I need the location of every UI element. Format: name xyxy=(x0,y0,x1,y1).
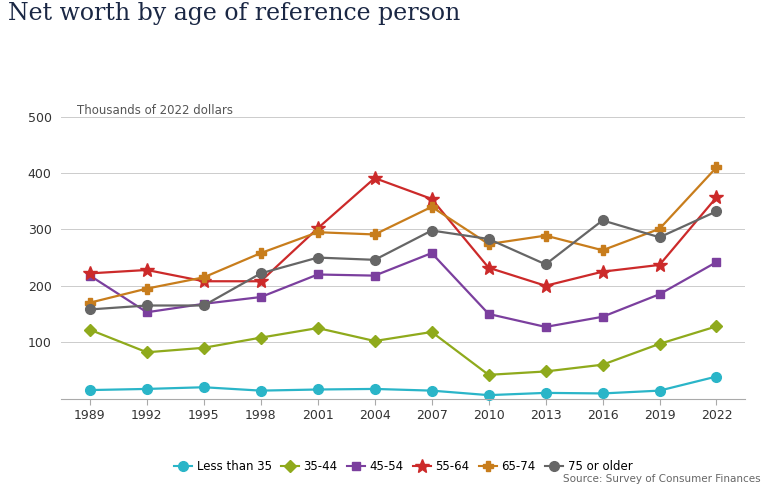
Text: Thousands of 2022 dollars: Thousands of 2022 dollars xyxy=(77,104,233,118)
Text: Source: Survey of Consumer Finances: Source: Survey of Consumer Finances xyxy=(563,473,760,484)
Text: Net worth by age of reference person: Net worth by age of reference person xyxy=(8,2,460,25)
Legend: Less than 35, 35-44, 45-54, 55-64, 65-74, 75 or older: Less than 35, 35-44, 45-54, 55-64, 65-74… xyxy=(170,455,637,478)
